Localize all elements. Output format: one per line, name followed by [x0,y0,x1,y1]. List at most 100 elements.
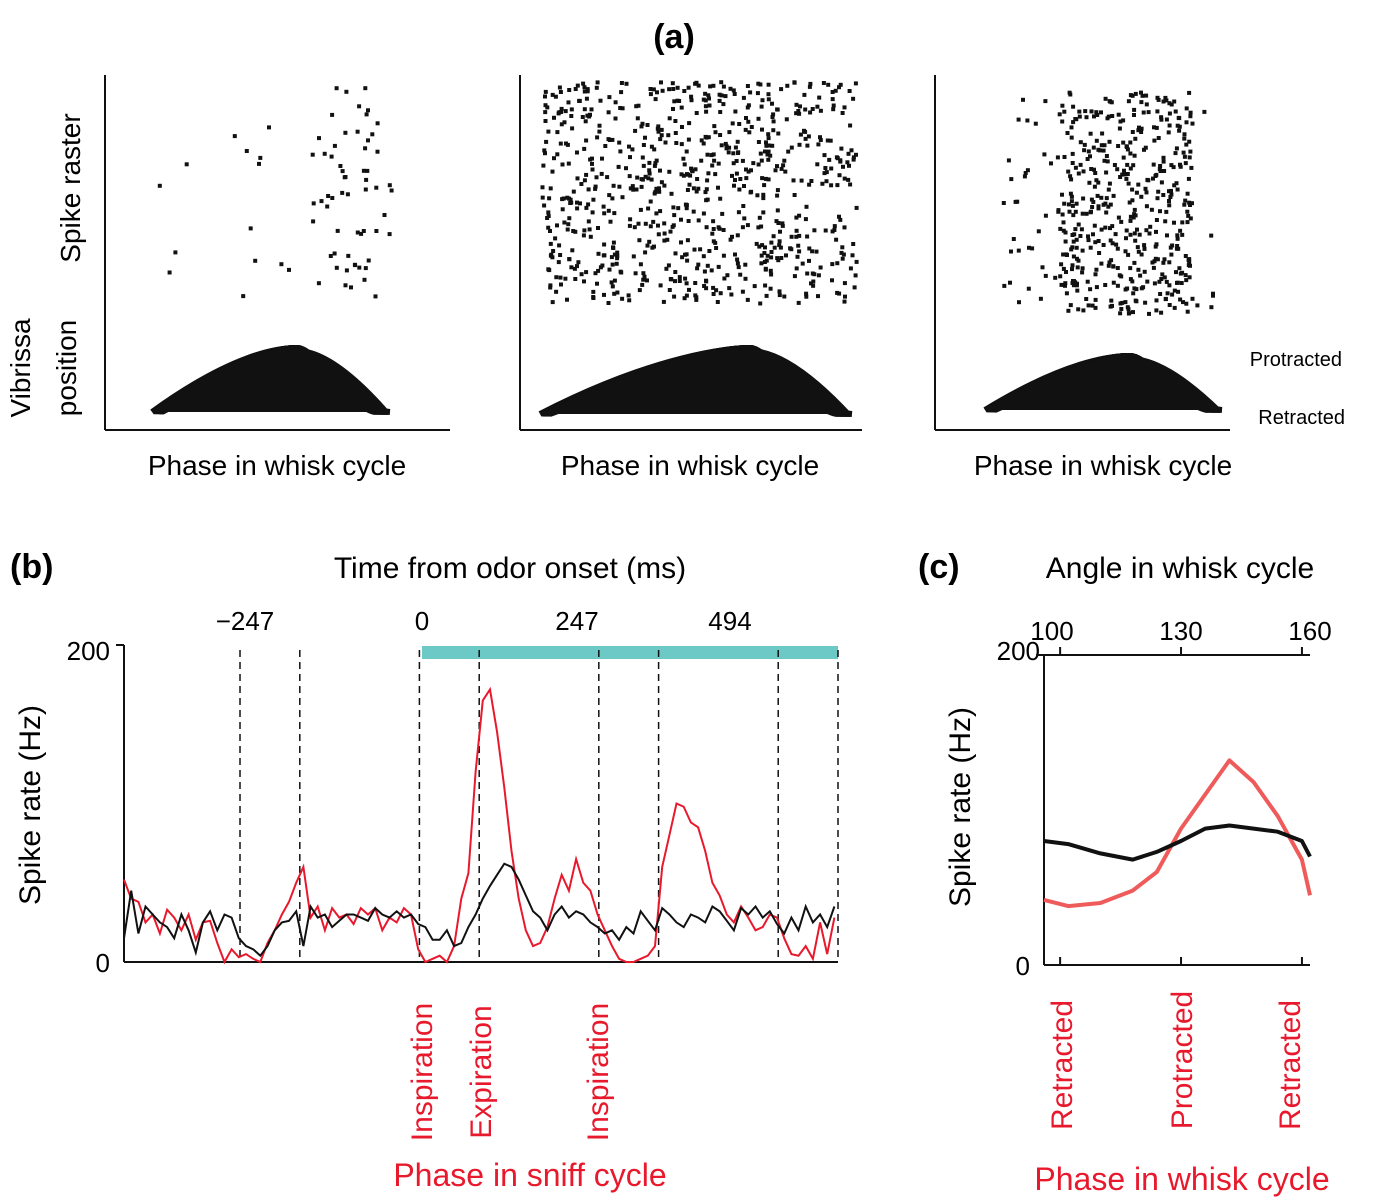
spike-tick [1174,181,1179,186]
spike-tick [745,105,750,110]
spike-tick [748,190,753,195]
spike-tick [747,130,752,135]
spike-tick [760,98,765,103]
spike-tick [330,112,335,117]
spike-tick [1152,259,1157,264]
spike-tick [771,128,776,133]
spike-tick [1176,289,1181,294]
spike-tick [1174,246,1179,251]
spike-tick [1169,188,1173,193]
spike-tick [375,121,380,126]
spike-tick [570,248,575,253]
spike-tick [340,190,345,195]
spike-tick [562,120,567,125]
spike-tick [568,197,573,202]
spike-tick [1036,229,1041,234]
spike-tick [641,163,646,168]
spike-tick [317,136,321,141]
spike-tick [775,193,780,198]
spike-tick [1022,174,1027,179]
spike-tick [345,192,350,197]
spike-tick [1013,199,1018,204]
spike-tick [766,149,771,154]
spike-tick [559,122,564,127]
spike-tick [1077,109,1082,114]
spike-tick [791,178,796,183]
spike-tick [1086,303,1091,308]
spike-tick [673,270,678,274]
whisk-label-retracted-2: Retracted [1274,1000,1307,1130]
spike-tick [1057,112,1062,117]
spike-tick [670,224,675,229]
spike-tick [835,156,840,161]
spike-tick [691,186,696,191]
spike-tick [1130,198,1135,203]
spike-tick [1165,291,1170,296]
spike-tick [758,151,763,156]
spike-tick [375,149,380,154]
spike-tick [617,184,622,189]
spike-tick [1092,184,1097,189]
spike-tick [546,210,551,215]
spike-tick [807,84,812,89]
spike-tick [1092,167,1096,172]
spike-tick [566,222,571,227]
spike-tick [694,80,699,85]
spike-tick [1184,106,1189,111]
spike-tick [686,85,691,90]
spike-tick [740,158,745,163]
spike-tick [1081,196,1086,201]
spike-tick [768,268,773,273]
spike-tick [1058,226,1063,231]
spike-tick [1161,193,1166,197]
spike-tick [1073,165,1078,170]
spike-tick [816,294,820,299]
spike-tick [794,266,799,271]
spike-tick [1064,270,1068,274]
spike-tick [1164,209,1169,214]
spike-tick [1146,178,1151,183]
spike-tick [1154,125,1159,130]
spike-tick [658,283,663,288]
spike-tick [760,243,765,248]
spike-tick [846,151,851,156]
spike-tick [387,183,392,188]
spike-tick [1071,213,1076,218]
spike-tick [1183,198,1188,203]
spike-tick [1089,109,1094,114]
spike-tick [718,291,723,296]
spike-tick [184,162,189,167]
spike-tick [1180,232,1185,237]
spike-tick [1144,93,1149,98]
spike-tick [704,279,709,284]
spike-tick [775,188,780,193]
spike-tick [733,109,738,114]
spike-tick [620,195,625,200]
spike-tick [1107,181,1112,186]
spike-tick [1154,242,1159,247]
spike-tick [842,299,847,304]
spike-tick [643,221,648,226]
spike-tick [627,223,632,228]
spike-tick [1101,148,1106,153]
spike-tick [540,185,545,190]
spike-tick [548,229,552,233]
spike-tick [766,82,771,87]
spike-tick [853,273,858,278]
spike-tick [742,184,746,188]
spike-tick [322,151,327,156]
spike-tick [653,161,658,166]
spike-tick [1180,220,1185,225]
spike-tick [822,171,827,176]
spike-tick [1124,236,1128,241]
spike-tick [1062,109,1067,114]
spike-tick [809,281,813,286]
spike-tick [1143,186,1148,191]
spike-tick [1144,190,1149,195]
spike-tick [334,265,339,270]
spike-tick [1055,155,1060,160]
spike-tick [1128,266,1133,271]
spike-tick [764,293,769,298]
spike-tick [749,125,754,129]
spike-tick [736,265,741,270]
